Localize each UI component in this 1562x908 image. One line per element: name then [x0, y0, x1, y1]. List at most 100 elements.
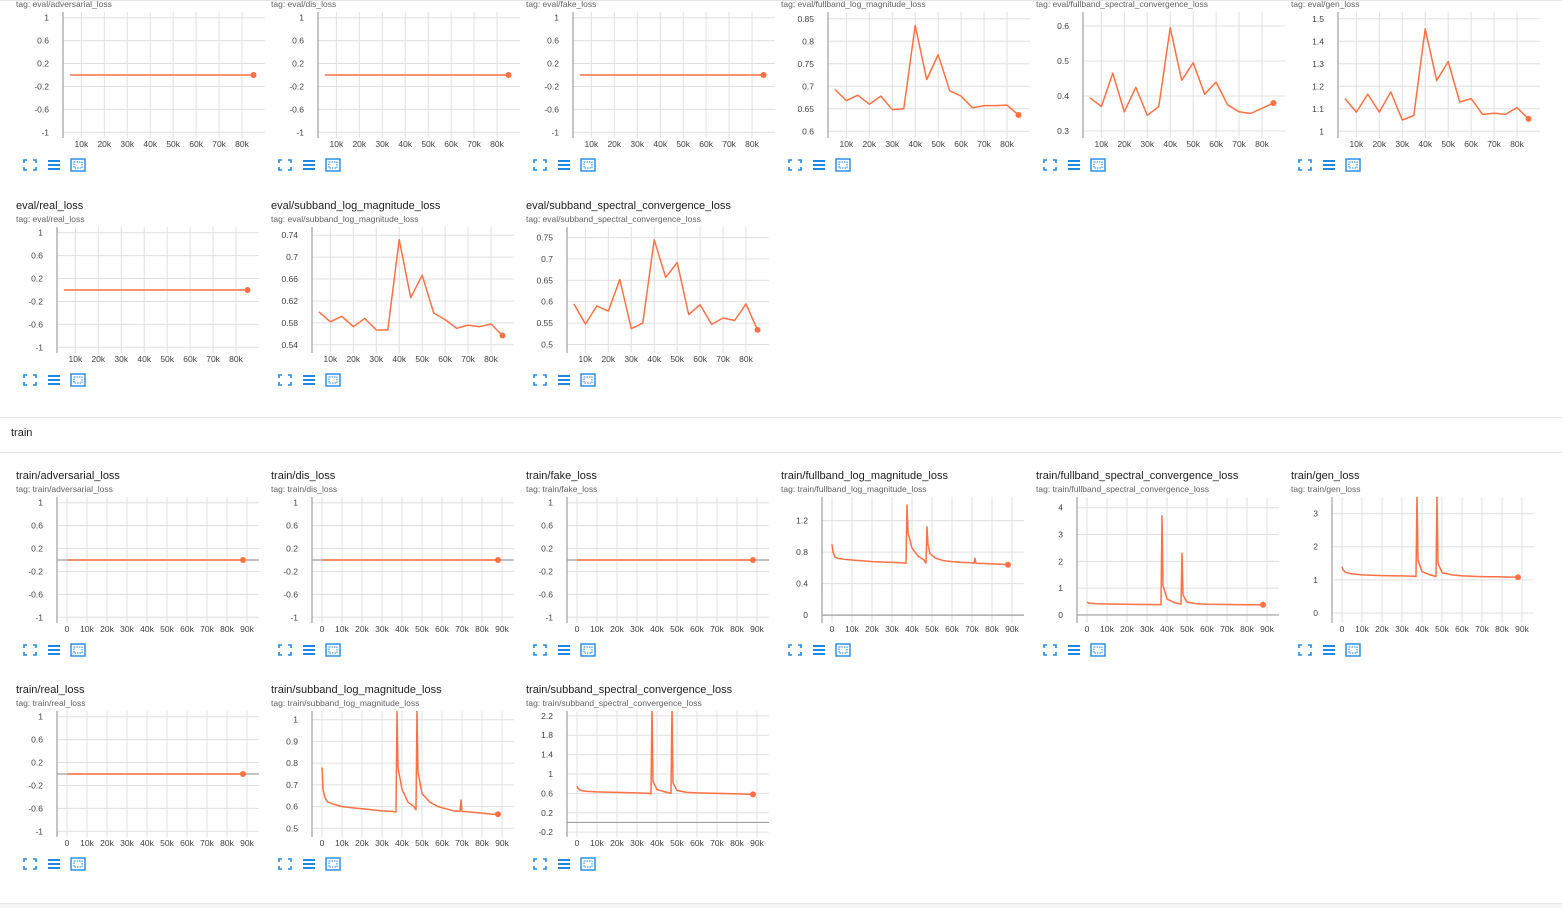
- toggle-y-zoom-icon[interactable]: [325, 373, 341, 387]
- x-tick-label: 40k: [650, 624, 664, 634]
- last-point-marker[interactable]: [1005, 561, 1011, 568]
- x-tick-label: 0: [320, 624, 325, 634]
- last-point-marker[interactable]: [250, 72, 257, 78]
- toggle-y-zoom-icon[interactable]: [70, 643, 86, 657]
- last-point-marker[interactable]: [495, 557, 501, 563]
- toggle-data-table-icon[interactable]: [301, 373, 317, 387]
- fit-to-screen-icon[interactable]: [277, 857, 293, 871]
- line-chart-t5[interactable]: 3 2 1 0 0 10k 20k 30k 40k 50k 60k 70k 80k 90k: [1275, 467, 1534, 647]
- last-point-marker[interactable]: [244, 287, 251, 293]
- toggle-data-table-icon[interactable]: [46, 643, 62, 657]
- toggle-y-zoom-icon[interactable]: [580, 857, 596, 871]
- last-point-marker[interactable]: [1515, 574, 1521, 581]
- toggle-y-zoom-icon[interactable]: [1345, 643, 1361, 657]
- toggle-y-zoom-icon[interactable]: [325, 643, 341, 657]
- fit-to-screen-icon[interactable]: [1042, 643, 1058, 657]
- last-point-marker[interactable]: [1015, 112, 1022, 119]
- toggle-data-table-icon[interactable]: [46, 158, 62, 172]
- toggle-y-zoom-icon[interactable]: [835, 158, 851, 172]
- last-point-marker[interactable]: [760, 72, 767, 78]
- line-chart-c4[interactable]: 0.6 0.5 0.4 0.3 10k 20k 30k 40k 50k 60k 70k 80k: [1020, 0, 1285, 180]
- toggle-data-table-icon[interactable]: [811, 643, 827, 657]
- fit-to-screen-icon[interactable]: [1297, 158, 1313, 172]
- line-chart-t2[interactable]: 1 0.6 0.2 -0.2 -0.6 -1 0 10k 20k 30k 40k 50k 60k 70k 8…: [510, 467, 769, 647]
- fit-to-screen-icon[interactable]: [277, 158, 293, 172]
- y-tick-label: -0.6: [34, 104, 49, 114]
- fit-to-screen-icon[interactable]: [277, 643, 293, 657]
- toggle-data-table-icon[interactable]: [301, 158, 317, 172]
- last-point-marker[interactable]: [750, 557, 756, 563]
- last-point-marker[interactable]: [240, 557, 246, 563]
- fit-to-screen-icon[interactable]: [1042, 158, 1058, 172]
- toggle-data-table-icon[interactable]: [46, 373, 62, 387]
- line-chart-t1[interactable]: 1 0.6 0.2 -0.2 -0.6 -1 0 10k 20k 30k 40k 50k 60k 70k 8…: [255, 467, 514, 647]
- toggle-data-table-icon[interactable]: [1066, 643, 1082, 657]
- y-tick-label: 1.2: [1312, 81, 1324, 91]
- line-chart-c5[interactable]: 1.5 1.4 1.3 1.2 1.1 1 10k 20k 30k 40k 50k 60k 70k 80k: [1275, 0, 1540, 180]
- line-chart-t8[interactable]: 2.2 1.8 1.4 1 0.6 0.2 -0.2 0 10k 20k 30k 40k 50k 60k 7…: [510, 681, 769, 861]
- fit-to-screen-icon[interactable]: [22, 857, 38, 871]
- line-chart-t0[interactable]: 1 0.6 0.2 -0.2 -0.6 -1 0 10k 20k 30k 40k 50k 60k 70k 8…: [0, 467, 259, 647]
- last-point-marker[interactable]: [1260, 601, 1266, 608]
- last-point-marker[interactable]: [1525, 115, 1532, 122]
- last-point-marker[interactable]: [240, 771, 246, 777]
- toggle-data-table-icon[interactable]: [556, 158, 572, 172]
- line-chart-c6[interactable]: 1 0.6 0.2 -0.2 -0.6 -1 10k 20k 30k 40k 50k 60k 70k 80…: [0, 197, 259, 377]
- toggle-data-table-icon[interactable]: [301, 643, 317, 657]
- line-chart-t6[interactable]: 1 0.6 0.2 -0.2 -0.6 -1 0 10k 20k 30k 40k 50k 60k 70k 8…: [0, 681, 259, 861]
- toggle-y-zoom-icon[interactable]: [70, 373, 86, 387]
- last-point-marker[interactable]: [499, 332, 506, 339]
- fit-to-screen-icon[interactable]: [277, 373, 293, 387]
- last-point-marker[interactable]: [750, 791, 756, 798]
- fit-to-screen-icon[interactable]: [787, 158, 803, 172]
- toggle-data-table-icon[interactable]: [556, 643, 572, 657]
- fit-to-screen-icon[interactable]: [787, 643, 803, 657]
- line-chart-c0[interactable]: 1 0.6 0.2 -0.2 -0.6 -1 10k 20k 30k 40k 50k 60k 70k 80…: [0, 0, 265, 180]
- toggle-y-zoom-icon[interactable]: [1090, 158, 1106, 172]
- fit-to-screen-icon[interactable]: [532, 643, 548, 657]
- toggle-y-zoom-icon[interactable]: [835, 643, 851, 657]
- toggle-y-zoom-icon[interactable]: [580, 158, 596, 172]
- toggle-y-zoom-icon[interactable]: [325, 158, 341, 172]
- toggle-y-zoom-icon[interactable]: [325, 857, 341, 871]
- last-point-marker[interactable]: [505, 72, 512, 78]
- toggle-data-table-icon[interactable]: [1321, 643, 1337, 657]
- fit-to-screen-icon[interactable]: [1297, 643, 1313, 657]
- toggle-y-zoom-icon[interactable]: [580, 373, 596, 387]
- line-chart-c2[interactable]: 1 0.6 0.2 -0.2 -0.6 -1 10k 20k 30k 40k 50k 60k 70k 80…: [510, 0, 775, 180]
- toggle-data-table-icon[interactable]: [556, 373, 572, 387]
- line-chart-c8[interactable]: 0.75 0.7 0.65 0.6 0.55 0.5 10k 20k 30k 40k 50k 60k 7…: [510, 197, 769, 377]
- line-chart-t3[interactable]: 1.2 0.8 0.4 0 0 10k 20k 30k 40k 50k 60k 70k 80k 90k: [765, 467, 1024, 647]
- toggle-y-zoom-icon[interactable]: [1345, 158, 1361, 172]
- last-point-marker[interactable]: [754, 326, 761, 333]
- train-section-header[interactable]: train: [0, 418, 1562, 452]
- y-tick-label: -0.6: [28, 589, 43, 599]
- y-tick-label: 0.7: [802, 81, 814, 91]
- fit-to-screen-icon[interactable]: [532, 158, 548, 172]
- fit-to-screen-icon[interactable]: [532, 373, 548, 387]
- toggle-y-zoom-icon[interactable]: [580, 643, 596, 657]
- line-chart-t4[interactable]: 4 3 2 1 0 0 10k 20k 30k 40k 50k 60k 70k 80k 90k: [1020, 467, 1279, 647]
- line-chart-c1[interactable]: 1 0.6 0.2 -0.2 -0.6 -1 10k 20k 30k 40k 50k 60k 70k 80…: [255, 0, 520, 180]
- toggle-data-table-icon[interactable]: [556, 857, 572, 871]
- x-tick-label: 70k: [200, 624, 214, 634]
- toggle-y-zoom-icon[interactable]: [70, 158, 86, 172]
- line-chart-c3[interactable]: 0.85 0.8 0.75 0.7 0.65 0.6 10k 20k 30k 40k 50k 60k 7…: [765, 0, 1030, 180]
- fit-to-screen-icon[interactable]: [22, 158, 38, 172]
- x-tick-label: 30k: [630, 624, 644, 634]
- toggle-data-table-icon[interactable]: [46, 857, 62, 871]
- fit-to-screen-icon[interactable]: [22, 643, 38, 657]
- fit-to-screen-icon[interactable]: [532, 857, 548, 871]
- line-chart-t7[interactable]: 1 0.9 0.8 0.7 0.6 0.5 0 10k 20k 30k 40k 50k 60k 70k 80…: [255, 681, 514, 861]
- toggle-data-table-icon[interactable]: [811, 158, 827, 172]
- last-point-marker[interactable]: [495, 811, 501, 818]
- y-tick-label: -1: [290, 612, 298, 622]
- toggle-data-table-icon[interactable]: [301, 857, 317, 871]
- toggle-y-zoom-icon[interactable]: [1090, 643, 1106, 657]
- toggle-data-table-icon[interactable]: [1321, 158, 1337, 172]
- last-point-marker[interactable]: [1270, 100, 1277, 106]
- line-chart-c7[interactable]: 0.74 0.7 0.66 0.62 0.58 0.54 10k 20k 30k 40k 50k 60…: [255, 197, 514, 377]
- fit-to-screen-icon[interactable]: [22, 373, 38, 387]
- toggle-data-table-icon[interactable]: [1066, 158, 1082, 172]
- toggle-y-zoom-icon[interactable]: [70, 857, 86, 871]
